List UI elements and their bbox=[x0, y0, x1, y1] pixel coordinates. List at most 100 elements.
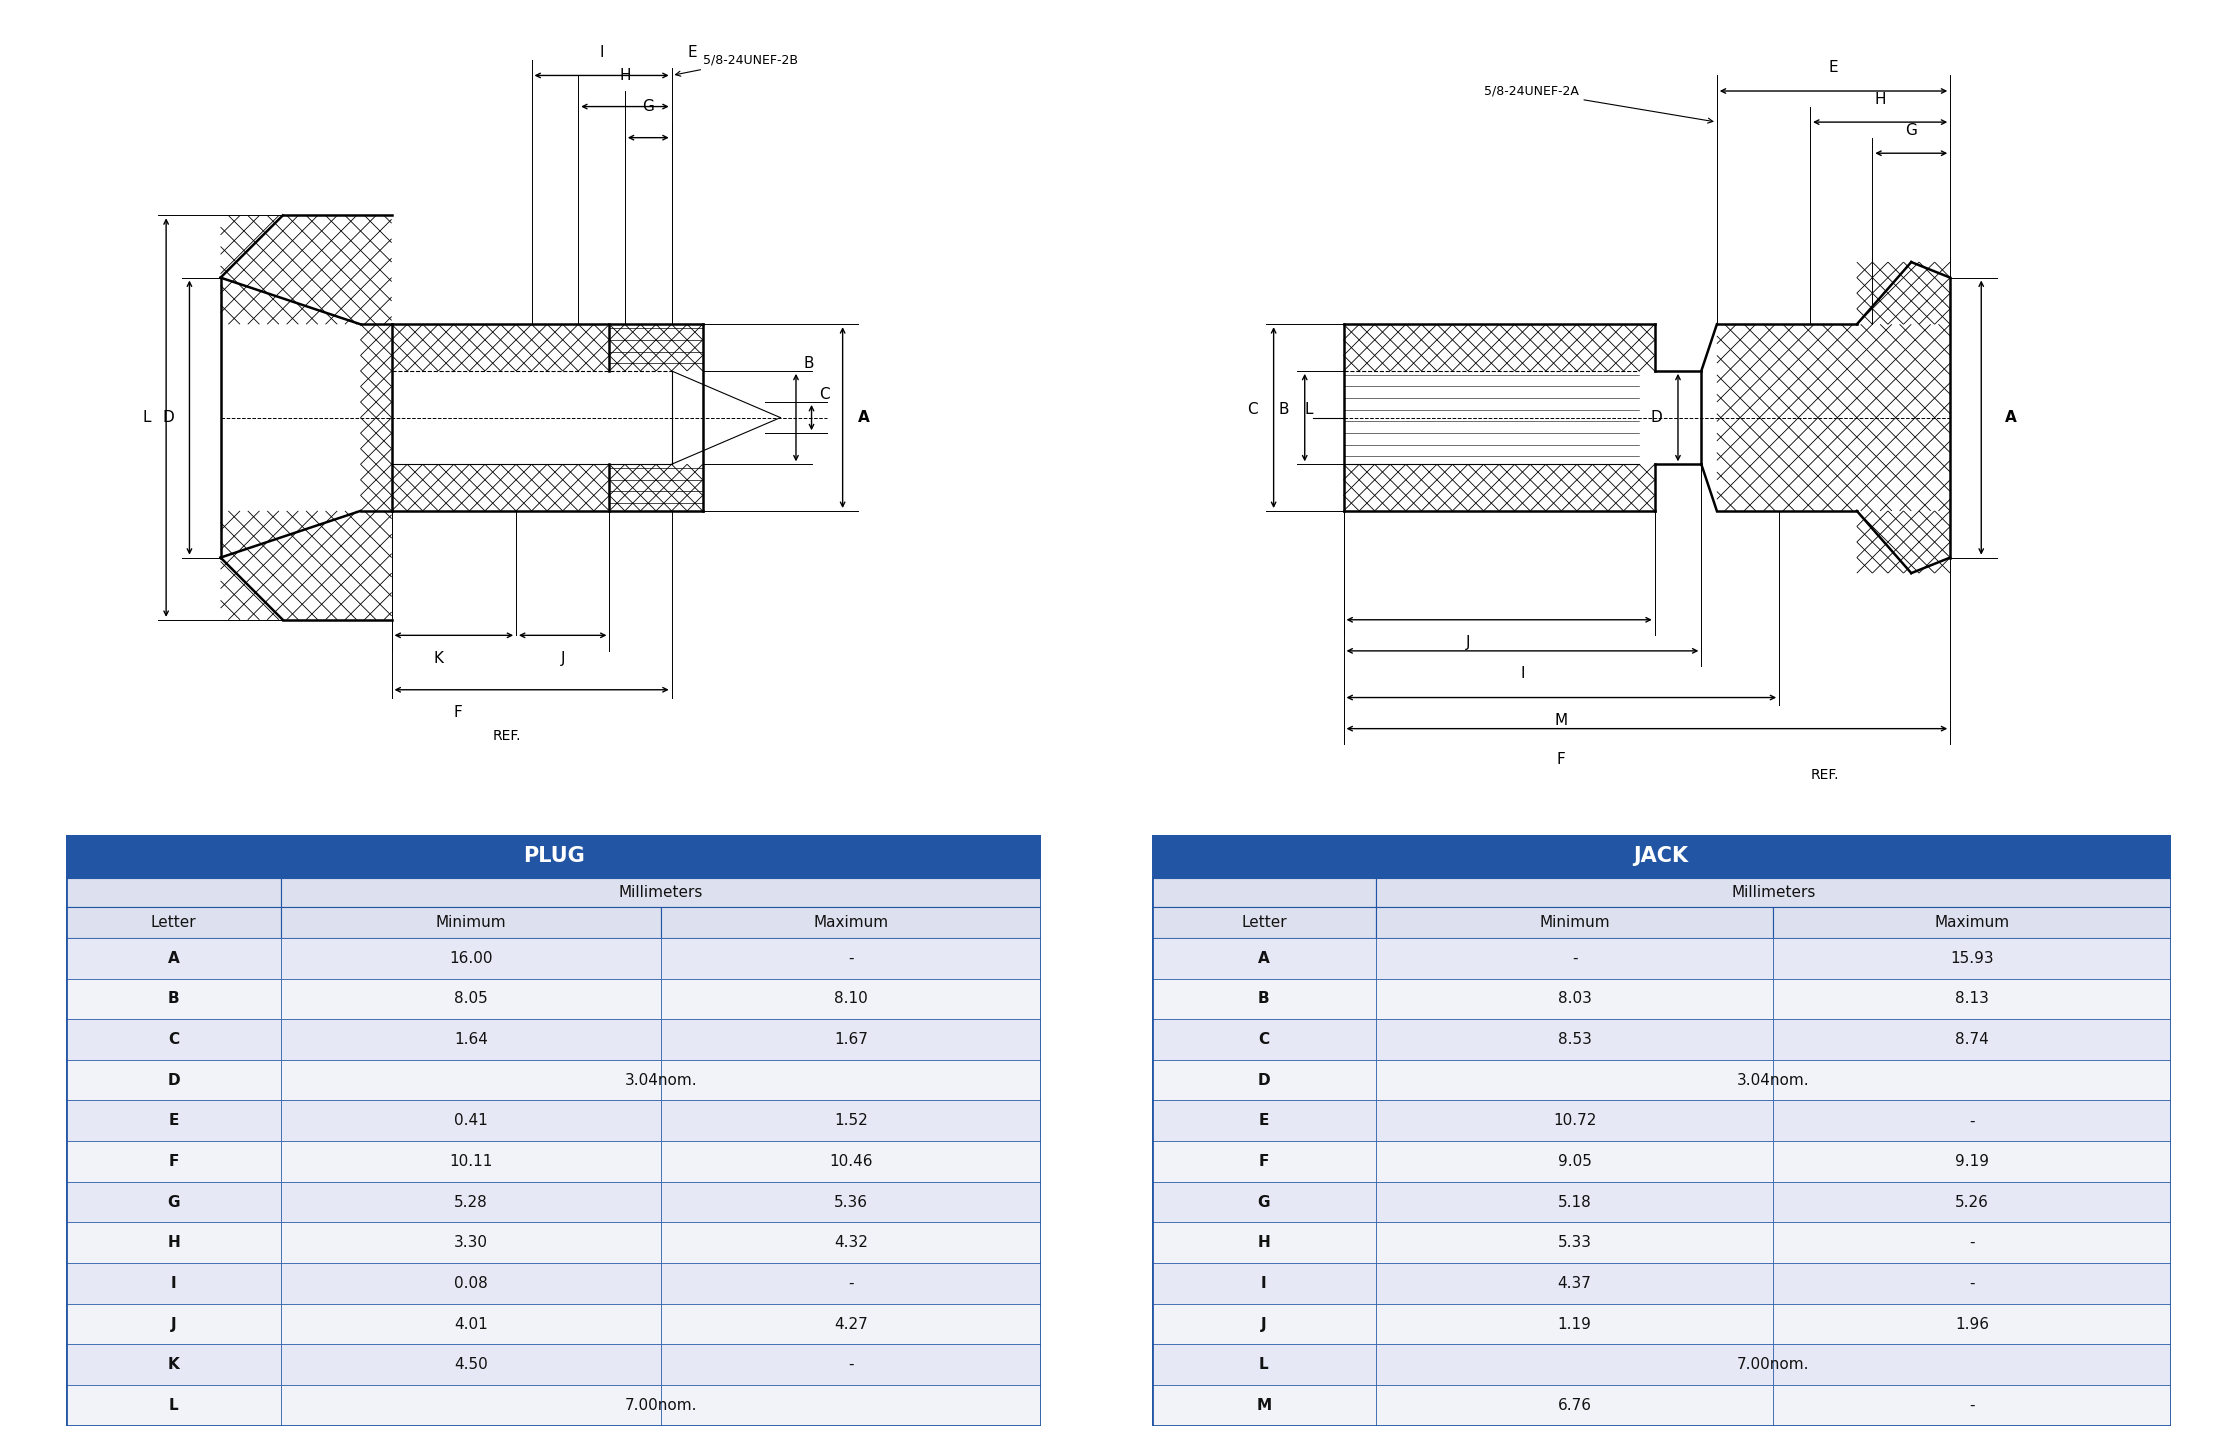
Bar bbox=[1152, 1060, 1376, 1100]
Text: 1.96: 1.96 bbox=[1956, 1316, 1989, 1332]
Text: 4.01: 4.01 bbox=[454, 1316, 487, 1332]
Text: 7.00nom.: 7.00nom. bbox=[625, 1398, 698, 1413]
Text: J: J bbox=[171, 1316, 177, 1332]
Text: 5.26: 5.26 bbox=[1956, 1195, 1989, 1210]
Text: E: E bbox=[1830, 60, 1838, 75]
Bar bbox=[66, 1345, 281, 1385]
Bar bbox=[66, 835, 1041, 878]
Text: 0.41: 0.41 bbox=[454, 1113, 487, 1129]
Bar bbox=[66, 1060, 281, 1100]
Text: A: A bbox=[1258, 950, 1269, 966]
Bar bbox=[1152, 1140, 1376, 1182]
Text: 4.37: 4.37 bbox=[1557, 1276, 1593, 1290]
Text: L: L bbox=[1305, 402, 1313, 418]
Bar bbox=[1774, 1303, 2171, 1345]
Text: Maximum: Maximum bbox=[813, 914, 888, 930]
Text: I: I bbox=[171, 1276, 177, 1290]
Bar bbox=[660, 1020, 1041, 1060]
Bar bbox=[66, 1303, 281, 1345]
Text: H: H bbox=[168, 1236, 179, 1250]
Bar bbox=[660, 1303, 1041, 1345]
Text: 0.08: 0.08 bbox=[454, 1276, 487, 1290]
Bar bbox=[1376, 1100, 1774, 1140]
Text: 7.00nom.: 7.00nom. bbox=[1737, 1356, 1810, 1372]
Text: L: L bbox=[168, 1398, 179, 1413]
Text: 10.11: 10.11 bbox=[450, 1153, 492, 1169]
Bar bbox=[1774, 1223, 2171, 1263]
Text: L: L bbox=[1258, 1356, 1269, 1372]
Bar bbox=[281, 1223, 660, 1263]
Bar bbox=[281, 1140, 660, 1182]
Bar bbox=[1152, 937, 1376, 979]
Bar bbox=[660, 1140, 1041, 1182]
Text: 9.05: 9.05 bbox=[1557, 1153, 1593, 1169]
Bar bbox=[66, 907, 281, 937]
Text: -: - bbox=[1969, 1398, 1976, 1413]
Text: 3.30: 3.30 bbox=[454, 1236, 487, 1250]
Text: F: F bbox=[168, 1153, 179, 1169]
Bar bbox=[1774, 1345, 2171, 1385]
Bar bbox=[66, 1140, 281, 1182]
Bar bbox=[66, 1100, 281, 1140]
Bar bbox=[1376, 979, 1774, 1020]
Text: J: J bbox=[560, 651, 565, 665]
Bar bbox=[1774, 1100, 2171, 1140]
Text: H: H bbox=[1258, 1236, 1269, 1250]
Text: F: F bbox=[1557, 752, 1566, 768]
Bar bbox=[281, 907, 660, 937]
Text: -: - bbox=[1969, 1276, 1976, 1290]
Text: 9.19: 9.19 bbox=[1956, 1153, 1989, 1169]
Text: 8.03: 8.03 bbox=[1557, 991, 1593, 1007]
Bar bbox=[660, 1100, 1041, 1140]
Bar bbox=[660, 907, 1041, 937]
Text: Minimum: Minimum bbox=[1539, 914, 1610, 930]
Bar bbox=[1774, 979, 2171, 1020]
Text: -: - bbox=[848, 1276, 853, 1290]
Text: H: H bbox=[1874, 92, 1885, 107]
Bar bbox=[1774, 937, 2171, 979]
Text: 8.10: 8.10 bbox=[835, 991, 868, 1007]
Text: REF.: REF. bbox=[492, 729, 521, 743]
Bar bbox=[281, 937, 660, 979]
Bar bbox=[660, 1263, 1041, 1303]
Bar bbox=[1376, 1223, 1774, 1263]
Text: A: A bbox=[168, 950, 179, 966]
Text: 1.19: 1.19 bbox=[1557, 1316, 1593, 1332]
Bar bbox=[1376, 907, 1774, 937]
Text: B: B bbox=[804, 356, 815, 370]
Bar bbox=[281, 1345, 660, 1385]
Text: Millimeters: Millimeters bbox=[618, 886, 702, 900]
Text: 1.64: 1.64 bbox=[454, 1032, 487, 1047]
Bar bbox=[660, 1182, 1041, 1223]
Text: 5/8-24UNEF-2B: 5/8-24UNEF-2B bbox=[676, 53, 797, 76]
Text: H: H bbox=[620, 68, 631, 84]
Bar bbox=[281, 979, 660, 1020]
Bar bbox=[1152, 1223, 1376, 1263]
Bar bbox=[1152, 979, 1376, 1020]
Text: 15.93: 15.93 bbox=[1949, 950, 1994, 966]
Bar bbox=[1152, 1020, 1376, 1060]
Bar bbox=[1376, 937, 1774, 979]
Text: Millimeters: Millimeters bbox=[1732, 886, 1816, 900]
Text: 5.33: 5.33 bbox=[1557, 1236, 1593, 1250]
Text: -: - bbox=[848, 950, 853, 966]
Bar bbox=[66, 1182, 281, 1223]
Bar bbox=[1152, 1303, 1376, 1345]
Text: Maximum: Maximum bbox=[1934, 914, 2009, 930]
Text: K: K bbox=[168, 1356, 179, 1372]
Text: A: A bbox=[857, 410, 870, 425]
Bar bbox=[660, 1223, 1041, 1263]
Text: 4.27: 4.27 bbox=[835, 1316, 868, 1332]
Bar bbox=[1774, 1020, 2171, 1060]
Text: 5.36: 5.36 bbox=[835, 1195, 868, 1210]
Bar bbox=[660, 1385, 1041, 1426]
Text: C: C bbox=[1247, 402, 1258, 418]
Text: Letter: Letter bbox=[151, 914, 197, 930]
Bar bbox=[281, 1303, 660, 1345]
Text: C: C bbox=[1258, 1032, 1269, 1047]
Text: 6.76: 6.76 bbox=[1557, 1398, 1593, 1413]
Text: B: B bbox=[1278, 402, 1289, 418]
Bar bbox=[1774, 1263, 2171, 1303]
Bar bbox=[281, 1100, 660, 1140]
Bar bbox=[1152, 1263, 1376, 1303]
